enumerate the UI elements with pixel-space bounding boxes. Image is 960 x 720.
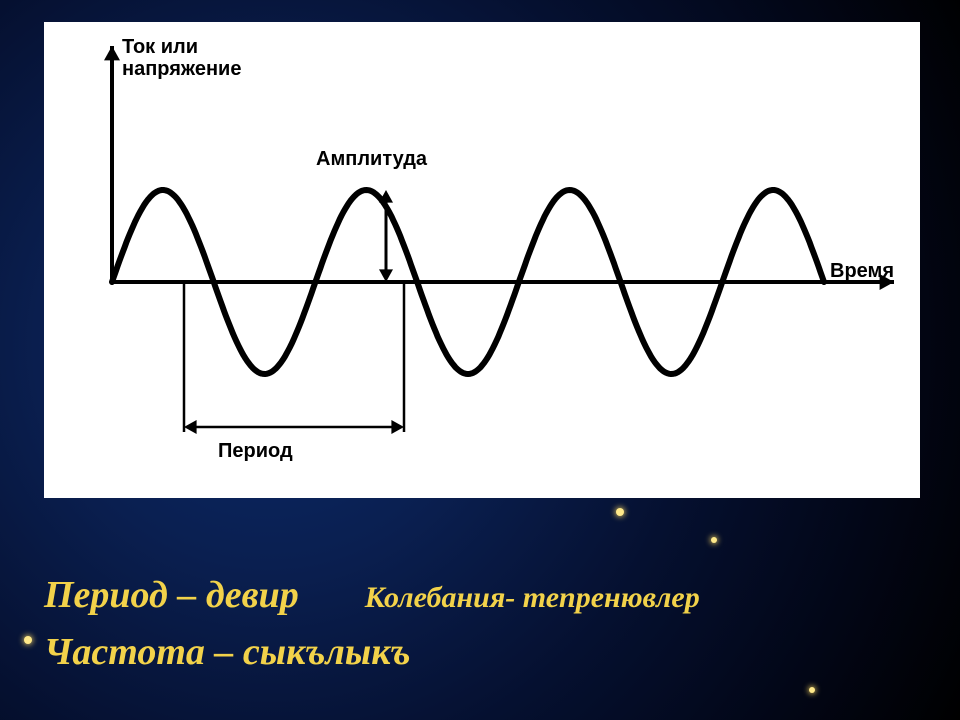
period-label: Период [218, 440, 293, 463]
term-ru: Период – [44, 574, 206, 616]
caption-area: Период – девир Колебания- тепренювлер Ча… [44, 570, 920, 679]
decor-dot [809, 687, 815, 693]
term-tr: сыкълыкъ [243, 631, 411, 673]
decor-dot [711, 537, 717, 543]
caption-line-2: Частота – сыкълыкъ [44, 627, 920, 678]
caption-line-1: Период – девир Колебания- тепренювлер [44, 570, 920, 621]
term-tr: девир [206, 574, 299, 616]
sine-chart [44, 22, 920, 498]
decor-dot [24, 636, 32, 644]
term-tr: тепренювлер [523, 581, 700, 614]
decor-dot [616, 508, 624, 516]
chart-panel: Ток или напряжение Время Амплитуда Перио… [44, 22, 920, 498]
term-ru: Частота – [44, 631, 243, 673]
slide-root: Ток или напряжение Время Амплитуда Перио… [0, 0, 960, 720]
term-ru: Колебания- [365, 581, 523, 614]
x-axis-label: Время [830, 260, 894, 283]
y-axis-label: Ток или напряжение [122, 36, 241, 80]
amplitude-label: Амплитуда [316, 148, 427, 171]
